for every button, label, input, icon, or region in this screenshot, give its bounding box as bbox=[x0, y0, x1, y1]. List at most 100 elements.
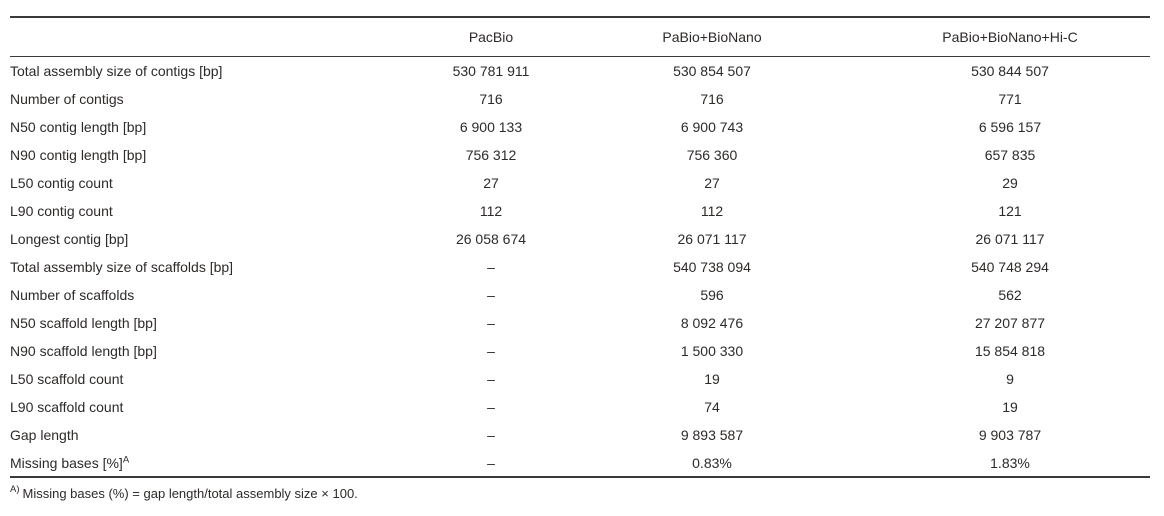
table-row: Total assembly size of contigs [bp] 530 … bbox=[10, 57, 1150, 85]
footnote: A) Missing bases (%) = gap length/total a… bbox=[10, 484, 1164, 502]
row-label-cell: Number of contigs bbox=[10, 85, 428, 113]
row-label-cell: N90 scaffold length [bp] bbox=[10, 337, 428, 365]
value-cell-pabio-bionano-hic: 26 071 117 bbox=[975, 231, 1045, 247]
value-cell-pabio-bionano: 716 bbox=[700, 91, 724, 107]
table-row: Total assembly size of scaffolds [bp] – … bbox=[10, 253, 1150, 281]
table-row: L50 scaffold count – 19 9 bbox=[10, 365, 1150, 393]
value-cell-pacbio: – bbox=[487, 399, 495, 415]
row-label-cell: Number of scaffolds bbox=[10, 281, 428, 309]
table-row: Longest contig [bp] 26 058 674 26 071 11… bbox=[10, 225, 1150, 253]
row-label: Total assembly size of contigs [bp] bbox=[10, 63, 223, 80]
row-label: Missing bases [%] bbox=[10, 454, 123, 471]
value-cell-pacbio: – bbox=[487, 371, 495, 387]
value-cell-pacbio: 756 312 bbox=[465, 147, 517, 163]
row-label: Total assembly size of scaffolds [bp] bbox=[10, 259, 234, 275]
value-cell-pabio-bionano: 0.83% bbox=[692, 454, 732, 471]
table-row: Number of scaffolds – 596 562 bbox=[10, 281, 1150, 309]
value-cell-pabio-bionano-hic: 121 bbox=[998, 203, 1022, 219]
value-cell-pabio-bionano: 27 bbox=[704, 175, 720, 191]
value-cell-pacbio: 112 bbox=[479, 203, 503, 219]
column-header-pacbio: PacBio bbox=[428, 17, 554, 57]
table-row: Number of contigs 716 716 771 bbox=[10, 85, 1150, 113]
table-row: L50 contig count 27 27 29 bbox=[10, 169, 1150, 197]
value-cell-pabio-bionano-hic: 562 bbox=[998, 287, 1022, 303]
assembly-stats-table: PacBio PaBio+BioNano PaBio+BioNano+Hi-C … bbox=[10, 16, 1150, 478]
row-label-cell: Total assembly size of contigs [bp] bbox=[10, 57, 428, 85]
value-cell-pabio-bionano-hic: 9 903 787 bbox=[978, 427, 1042, 443]
row-label: Gap length bbox=[10, 427, 79, 443]
row-label: Number of scaffolds bbox=[10, 287, 135, 303]
value-cell-pabio-bionano: 9 893 587 bbox=[680, 427, 744, 443]
value-cell-pabio-bionano-hic: 29 bbox=[1002, 175, 1018, 191]
row-label-cell: Missing bases [%]A bbox=[10, 449, 428, 477]
row-label-cell: L50 scaffold count bbox=[10, 365, 428, 393]
value-cell-pacbio: – bbox=[487, 259, 495, 275]
column-header-pabio-bionano-hic: PaBio+BioNano+Hi-C bbox=[870, 17, 1150, 57]
row-label-cell: N50 scaffold length [bp] bbox=[10, 309, 428, 337]
row-label-cell: Longest contig [bp] bbox=[10, 225, 428, 253]
value-cell-pabio-bionano-hic: 657 835 bbox=[984, 147, 1036, 163]
value-cell-pabio-bionano-hic: 1.83% bbox=[990, 454, 1030, 471]
row-label: N90 scaffold length [bp] bbox=[10, 343, 157, 359]
value-cell-pabio-bionano: 26 071 117 bbox=[677, 231, 747, 247]
column-header-empty bbox=[10, 17, 428, 57]
row-label: Number of contigs bbox=[10, 91, 124, 107]
value-cell-pabio-bionano: 74 bbox=[704, 399, 720, 415]
value-cell-pabio-bionano: 540 738 094 bbox=[673, 259, 751, 275]
value-cell-pabio-bionano-hic: 6 596 157 bbox=[978, 119, 1042, 135]
row-label: L50 scaffold count bbox=[10, 371, 124, 387]
footnote-marker: A) bbox=[10, 484, 20, 496]
value-cell-pabio-bionano: 596 bbox=[700, 287, 724, 303]
value-cell-pacbio: – bbox=[487, 287, 495, 303]
value-cell-pabio-bionano-hic: 9 bbox=[1006, 371, 1014, 387]
value-cell-pacbio: – bbox=[487, 427, 495, 443]
value-cell-pacbio: – bbox=[487, 454, 495, 471]
value-cell-pabio-bionano-hic: 771 bbox=[998, 91, 1022, 107]
row-label: N90 contig length [bp] bbox=[10, 147, 147, 163]
value-cell-pabio-bionano-hic: 15 854 818 bbox=[974, 343, 1046, 359]
table-row: N90 contig length [bp] 756 312 756 360 6… bbox=[10, 141, 1150, 169]
value-cell-pabio-bionano: 1 500 330 bbox=[680, 343, 744, 359]
value-cell-pacbio: 530 781 911 bbox=[452, 63, 530, 80]
value-cell-pabio-bionano: 112 bbox=[700, 203, 724, 219]
value-cell-pabio-bionano: 756 360 bbox=[686, 147, 738, 163]
row-label-cell: Gap length bbox=[10, 421, 428, 449]
row-label-cell: N90 contig length [bp] bbox=[10, 141, 428, 169]
table-row: N50 scaffold length [bp] – 8 092 476 27 … bbox=[10, 309, 1150, 337]
row-label-cell: L90 contig count bbox=[10, 197, 428, 225]
row-label-cell: L50 contig count bbox=[10, 169, 428, 197]
table-row: L90 contig count 112 112 121 bbox=[10, 197, 1150, 225]
row-label-cell: Total assembly size of scaffolds [bp] bbox=[10, 253, 428, 281]
value-cell-pacbio: 26 058 674 bbox=[455, 231, 527, 247]
value-cell-pabio-bionano-hic: 19 bbox=[1002, 399, 1018, 415]
row-label: L90 contig count bbox=[10, 203, 113, 219]
table-row: Gap length – 9 893 587 9 903 787 bbox=[10, 421, 1150, 449]
value-cell-pabio-bionano-hic: 530 844 507 bbox=[971, 63, 1049, 80]
value-cell-pacbio: 716 bbox=[479, 91, 503, 107]
table-row: N50 contig length [bp] 6 900 133 6 900 7… bbox=[10, 113, 1150, 141]
value-cell-pabio-bionano-hic: 27 207 877 bbox=[974, 315, 1046, 331]
row-label-cell: N50 contig length [bp] bbox=[10, 113, 428, 141]
footnote-text: Missing bases (%) = gap length/total ass… bbox=[22, 485, 358, 501]
table-row: Missing bases [%]A – 0.83% 1.83% bbox=[10, 449, 1150, 477]
value-cell-pacbio: 27 bbox=[483, 175, 499, 191]
value-cell-pabio-bionano-hic: 540 748 294 bbox=[971, 259, 1049, 275]
row-label: L50 contig count bbox=[10, 175, 113, 191]
row-label: L90 scaffold count bbox=[10, 399, 124, 415]
row-label: N50 contig length [bp] bbox=[10, 119, 147, 135]
row-label-superscript: A bbox=[122, 453, 130, 465]
row-label: N50 scaffold length [bp] bbox=[10, 315, 157, 331]
value-cell-pabio-bionano: 8 092 476 bbox=[680, 315, 744, 331]
value-cell-pacbio: 6 900 133 bbox=[459, 119, 523, 135]
column-header-pabio-bionano: PaBio+BioNano bbox=[554, 17, 870, 57]
value-cell-pabio-bionano: 19 bbox=[704, 371, 720, 387]
value-cell-pacbio: – bbox=[487, 343, 495, 359]
header-row: PacBio PaBio+BioNano PaBio+BioNano+Hi-C bbox=[10, 17, 1150, 57]
table-row: L90 scaffold count – 74 19 bbox=[10, 393, 1150, 421]
value-cell-pabio-bionano: 6 900 743 bbox=[680, 119, 744, 135]
table-row: N90 scaffold length [bp] – 1 500 330 15 … bbox=[10, 337, 1150, 365]
value-cell-pabio-bionano: 530 854 507 bbox=[673, 63, 751, 80]
row-label-cell: L90 scaffold count bbox=[10, 393, 428, 421]
row-label: Longest contig [bp] bbox=[10, 231, 129, 247]
